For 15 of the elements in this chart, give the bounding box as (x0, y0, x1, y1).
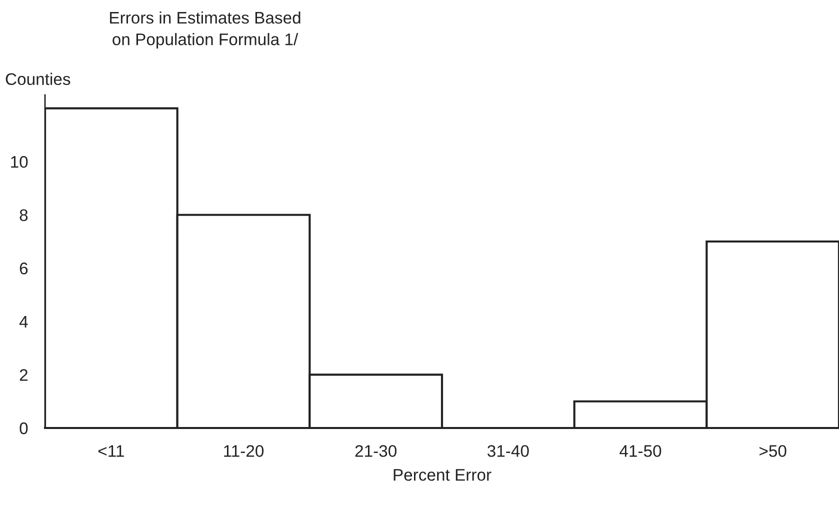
x-tick-label: >50 (760, 445, 786, 457)
y-tick-label: 4 (19, 316, 28, 328)
y-tick-label: 10 (11, 156, 28, 168)
x-tick-label: 11-20 (224, 445, 264, 457)
x-tick-label: 31-40 (487, 445, 529, 457)
y-tick-label: 8 (20, 209, 28, 222)
y-tick-label: 0 (20, 422, 28, 434)
y-tick-label: 6 (20, 262, 28, 274)
x-tick-label: 41-50 (620, 445, 662, 457)
y-axis-title: Counties (6, 72, 70, 86)
x-axis-title: Percent Error (394, 469, 492, 481)
x-tick-label: <11 (98, 445, 124, 457)
chart-title: Errors in Estimates Based on Population Formula 1/ (110, 11, 300, 49)
y-tick-label: 2 (20, 369, 28, 381)
x-tick-label: 21-30 (355, 445, 396, 457)
